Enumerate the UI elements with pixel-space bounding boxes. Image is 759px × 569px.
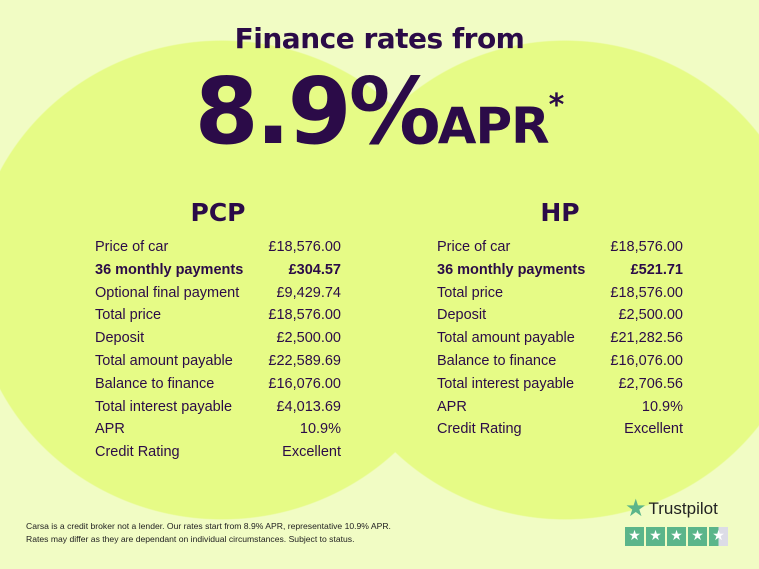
row-label: Total amount payable <box>95 352 233 369</box>
row-value: £2,500.00 <box>618 307 683 324</box>
row-value: £304.57 <box>288 261 341 278</box>
row-value: £18,576.00 <box>610 239 683 255</box>
row-label: 36 monthly payments <box>95 261 244 278</box>
star-icon: ★ <box>709 527 728 546</box>
trustpilot-rating: ★ ★ ★ ★ ★ <box>625 527 728 546</box>
row-label: APR <box>437 398 467 415</box>
row-label: Balance to finance <box>95 375 215 392</box>
disclaimer-line: Carsa is a credit broker not a lender. O… <box>26 521 391 531</box>
row-label: Total interest payable <box>95 398 233 415</box>
row-value: £18,576.00 <box>610 284 683 301</box>
row-label: Price of car <box>95 239 169 255</box>
table-row: APR 10.9% <box>95 418 341 441</box>
rate-suffix: APR <box>437 97 550 155</box>
table-row: Total amount payable £22,589.69 <box>95 350 341 373</box>
table-row: Total amount payable £21,282.56 <box>437 327 683 350</box>
row-value: £16,076.00 <box>610 352 683 369</box>
row-value: £4,013.69 <box>276 398 341 415</box>
table-row: Balance to finance £16,076.00 <box>95 373 341 396</box>
row-value: 10.9% <box>641 398 683 415</box>
row-value: Excellent <box>624 421 683 438</box>
hp-table: Price of car £18,576.00 36 monthly payment… <box>437 236 683 441</box>
pcp-table: Price of car £18,576.00 36 monthly payment… <box>95 236 341 464</box>
row-label: Total price <box>95 307 162 324</box>
trustpilot-name: Trustpilot <box>648 498 718 518</box>
row-label: Deposit <box>95 330 145 347</box>
row-label: 36 monthly payments <box>437 261 586 278</box>
row-value: £21,282.56 <box>610 330 683 347</box>
star-icon: ★ <box>625 495 647 522</box>
row-label: Deposit <box>437 307 487 324</box>
table-row: Total price £18,576.00 <box>95 304 341 327</box>
table-row: Optional final payment £9,429.74 <box>95 282 341 305</box>
row-value: 10.9% <box>299 421 341 438</box>
table-row: Credit Rating Excellent <box>437 418 683 441</box>
table-row: 36 monthly payments £304.57 <box>95 259 341 282</box>
table-row: Credit Rating Excellent <box>95 441 341 464</box>
row-label: Balance to finance <box>437 352 557 369</box>
table-row: APR 10.9% <box>437 396 683 419</box>
row-value: £16,076.00 <box>268 375 341 392</box>
table-row: Price of car £18,576.00 <box>95 236 341 259</box>
table-row: 36 monthly payments £521.71 <box>437 259 683 282</box>
row-value: Excellent <box>282 444 341 461</box>
hp-title: HP <box>540 198 580 227</box>
asterisk: * <box>548 88 565 123</box>
row-value: £2,706.56 <box>618 375 683 392</box>
row-value: £9,429.74 <box>276 284 341 301</box>
rate-value: 8.9% <box>194 58 441 165</box>
row-label: APR <box>95 421 125 438</box>
star-icon: ★ <box>688 527 707 546</box>
star-icon: ★ <box>625 527 644 546</box>
row-label: Optional final payment <box>95 284 240 301</box>
row-value: £18,576.00 <box>268 239 341 255</box>
trustpilot-badge[interactable]: ★ Trustpilot ★ ★ ★ ★ ★ <box>625 494 728 546</box>
row-value: £18,576.00 <box>268 307 341 324</box>
row-label: Credit Rating <box>95 444 180 461</box>
table-row: Price of car £18,576.00 <box>437 236 683 259</box>
row-label: Total price <box>437 284 504 301</box>
table-row: Balance to finance £16,076.00 <box>437 350 683 373</box>
disclaimer-line: Rates may differ as they are dependant o… <box>26 533 355 544</box>
table-row: Total interest payable £2,706.56 <box>437 373 683 396</box>
row-label: Total amount payable <box>437 330 575 347</box>
disclaimer: Carsa is a credit broker not a lender. O… <box>26 520 391 545</box>
row-value: £22,589.69 <box>268 352 341 369</box>
table-row: Total price £18,576.00 <box>437 282 683 305</box>
star-icon: ★ <box>667 527 686 546</box>
row-label: Credit Rating <box>437 421 522 438</box>
table-row: Total interest payable £4,013.69 <box>95 396 341 419</box>
headline: Finance rates from <box>234 22 525 55</box>
rate-display: 8.9%APR* <box>0 62 759 162</box>
table-row: Deposit £2,500.00 <box>437 304 683 327</box>
pcp-title: PCP <box>190 198 246 227</box>
row-label: Total interest payable <box>437 375 575 392</box>
row-label: Price of car <box>437 239 511 255</box>
row-value: £2,500.00 <box>276 330 341 347</box>
star-icon: ★ <box>646 527 665 546</box>
table-row: Deposit £2,500.00 <box>95 327 341 350</box>
row-value: £521.71 <box>630 261 683 278</box>
